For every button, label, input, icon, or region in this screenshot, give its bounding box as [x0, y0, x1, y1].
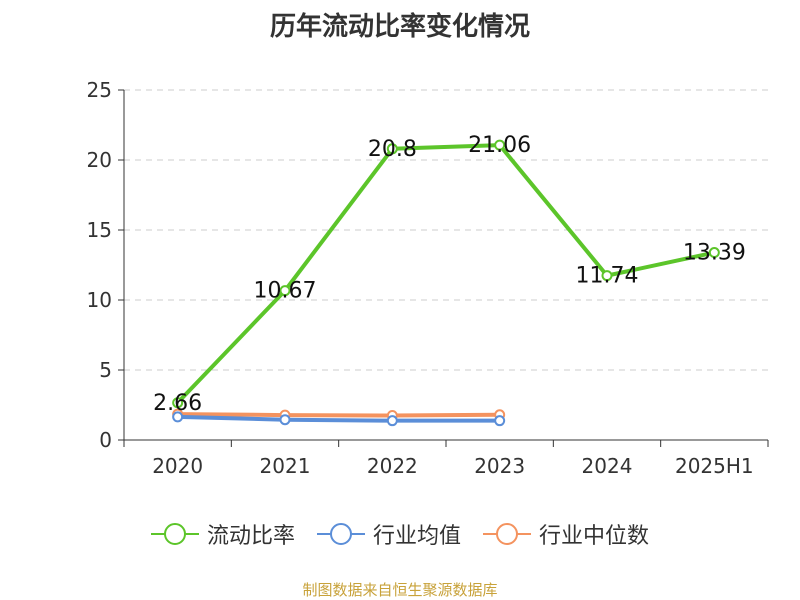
y-tick-label: 25: [87, 78, 112, 102]
legend-item[interactable]: 行业中位数: [483, 518, 649, 550]
data-label: 21.06: [468, 133, 531, 158]
series-line: [175, 414, 502, 423]
x-tick-label: 2024: [582, 454, 633, 478]
y-tick-label: 5: [99, 358, 112, 382]
data-point: [172, 397, 184, 409]
series-line: [175, 143, 717, 405]
data-point: [172, 411, 184, 423]
data-label: 2.66: [153, 391, 202, 416]
legend-marker-icon: [150, 520, 199, 548]
data-point: [494, 139, 506, 151]
x-tick-label: 2022: [367, 454, 418, 478]
y-tick-label: 20: [87, 148, 112, 172]
data-label: 11.74: [576, 264, 639, 289]
legend-label: 行业中位数: [539, 524, 650, 549]
legend: 流动比率 行业均值 行业中位数: [0, 518, 800, 550]
legend-marker-icon: [483, 520, 531, 548]
data-point: [494, 415, 506, 427]
data-label: 13.39: [683, 241, 746, 266]
legend-label: 行业均值: [372, 524, 461, 549]
legend-item[interactable]: 行业均值: [316, 518, 461, 550]
data-point: [279, 414, 291, 426]
x-tick-label: 2025H1: [675, 454, 754, 478]
x-tick-label: 2021: [260, 454, 311, 478]
y-tick-label: 10: [87, 288, 112, 312]
data-point: [708, 247, 720, 259]
y-tick-label: 15: [87, 218, 112, 242]
data-label: 10.67: [254, 279, 317, 304]
source-note: 制图数据来自恒生聚源数据库: [302, 581, 498, 599]
data-point: [386, 415, 398, 427]
data-point: [601, 270, 613, 282]
y-tick-label: 0: [99, 428, 112, 452]
series-line: [175, 412, 502, 418]
legend-marker-icon: [316, 520, 365, 548]
legend-label: 流动比率: [206, 524, 295, 549]
data-point: [279, 285, 291, 297]
data-point: [386, 143, 398, 155]
x-tick-label: 2023: [474, 454, 525, 478]
x-tick-label: 2020: [152, 454, 203, 478]
chart-title: 历年流动比率变化情况: [269, 12, 530, 42]
data-label: 20.8: [368, 137, 417, 162]
legend-item[interactable]: 流动比率: [150, 518, 295, 550]
